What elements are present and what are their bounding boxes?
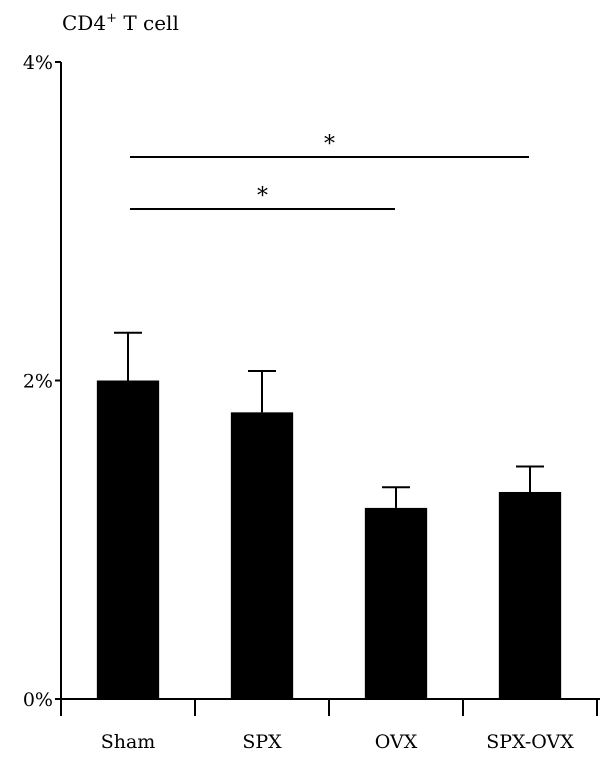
error-bars-group xyxy=(114,331,544,508)
x-axis-ticks: Sham SPX OVX SPX-OVX xyxy=(60,699,598,753)
bar xyxy=(96,380,160,699)
x-category-label: SPX-OVX xyxy=(486,731,574,753)
bars-group xyxy=(96,380,562,699)
y-tick-label: 4% xyxy=(23,52,53,74)
chart-title-main: CD4 xyxy=(62,11,106,35)
significance-group: ** xyxy=(130,132,529,210)
bar xyxy=(364,507,428,699)
chart-title: CD4+ T cell xyxy=(62,11,179,35)
x-category-label: OVX xyxy=(375,731,418,753)
bar xyxy=(498,491,562,699)
significance-label: * xyxy=(324,132,335,157)
y-tick-label: 2% xyxy=(23,371,53,393)
significance-label: * xyxy=(257,184,268,209)
chart-title-superscript: + xyxy=(106,11,117,26)
x-category-label: SPX xyxy=(242,731,282,753)
bar xyxy=(230,412,294,699)
chart-title-rest: T cell xyxy=(117,11,179,35)
x-category-label: Sham xyxy=(101,731,156,753)
y-tick-label: 0% xyxy=(23,689,53,711)
y-axis-ticks: 0% 2% 4% xyxy=(23,52,61,711)
